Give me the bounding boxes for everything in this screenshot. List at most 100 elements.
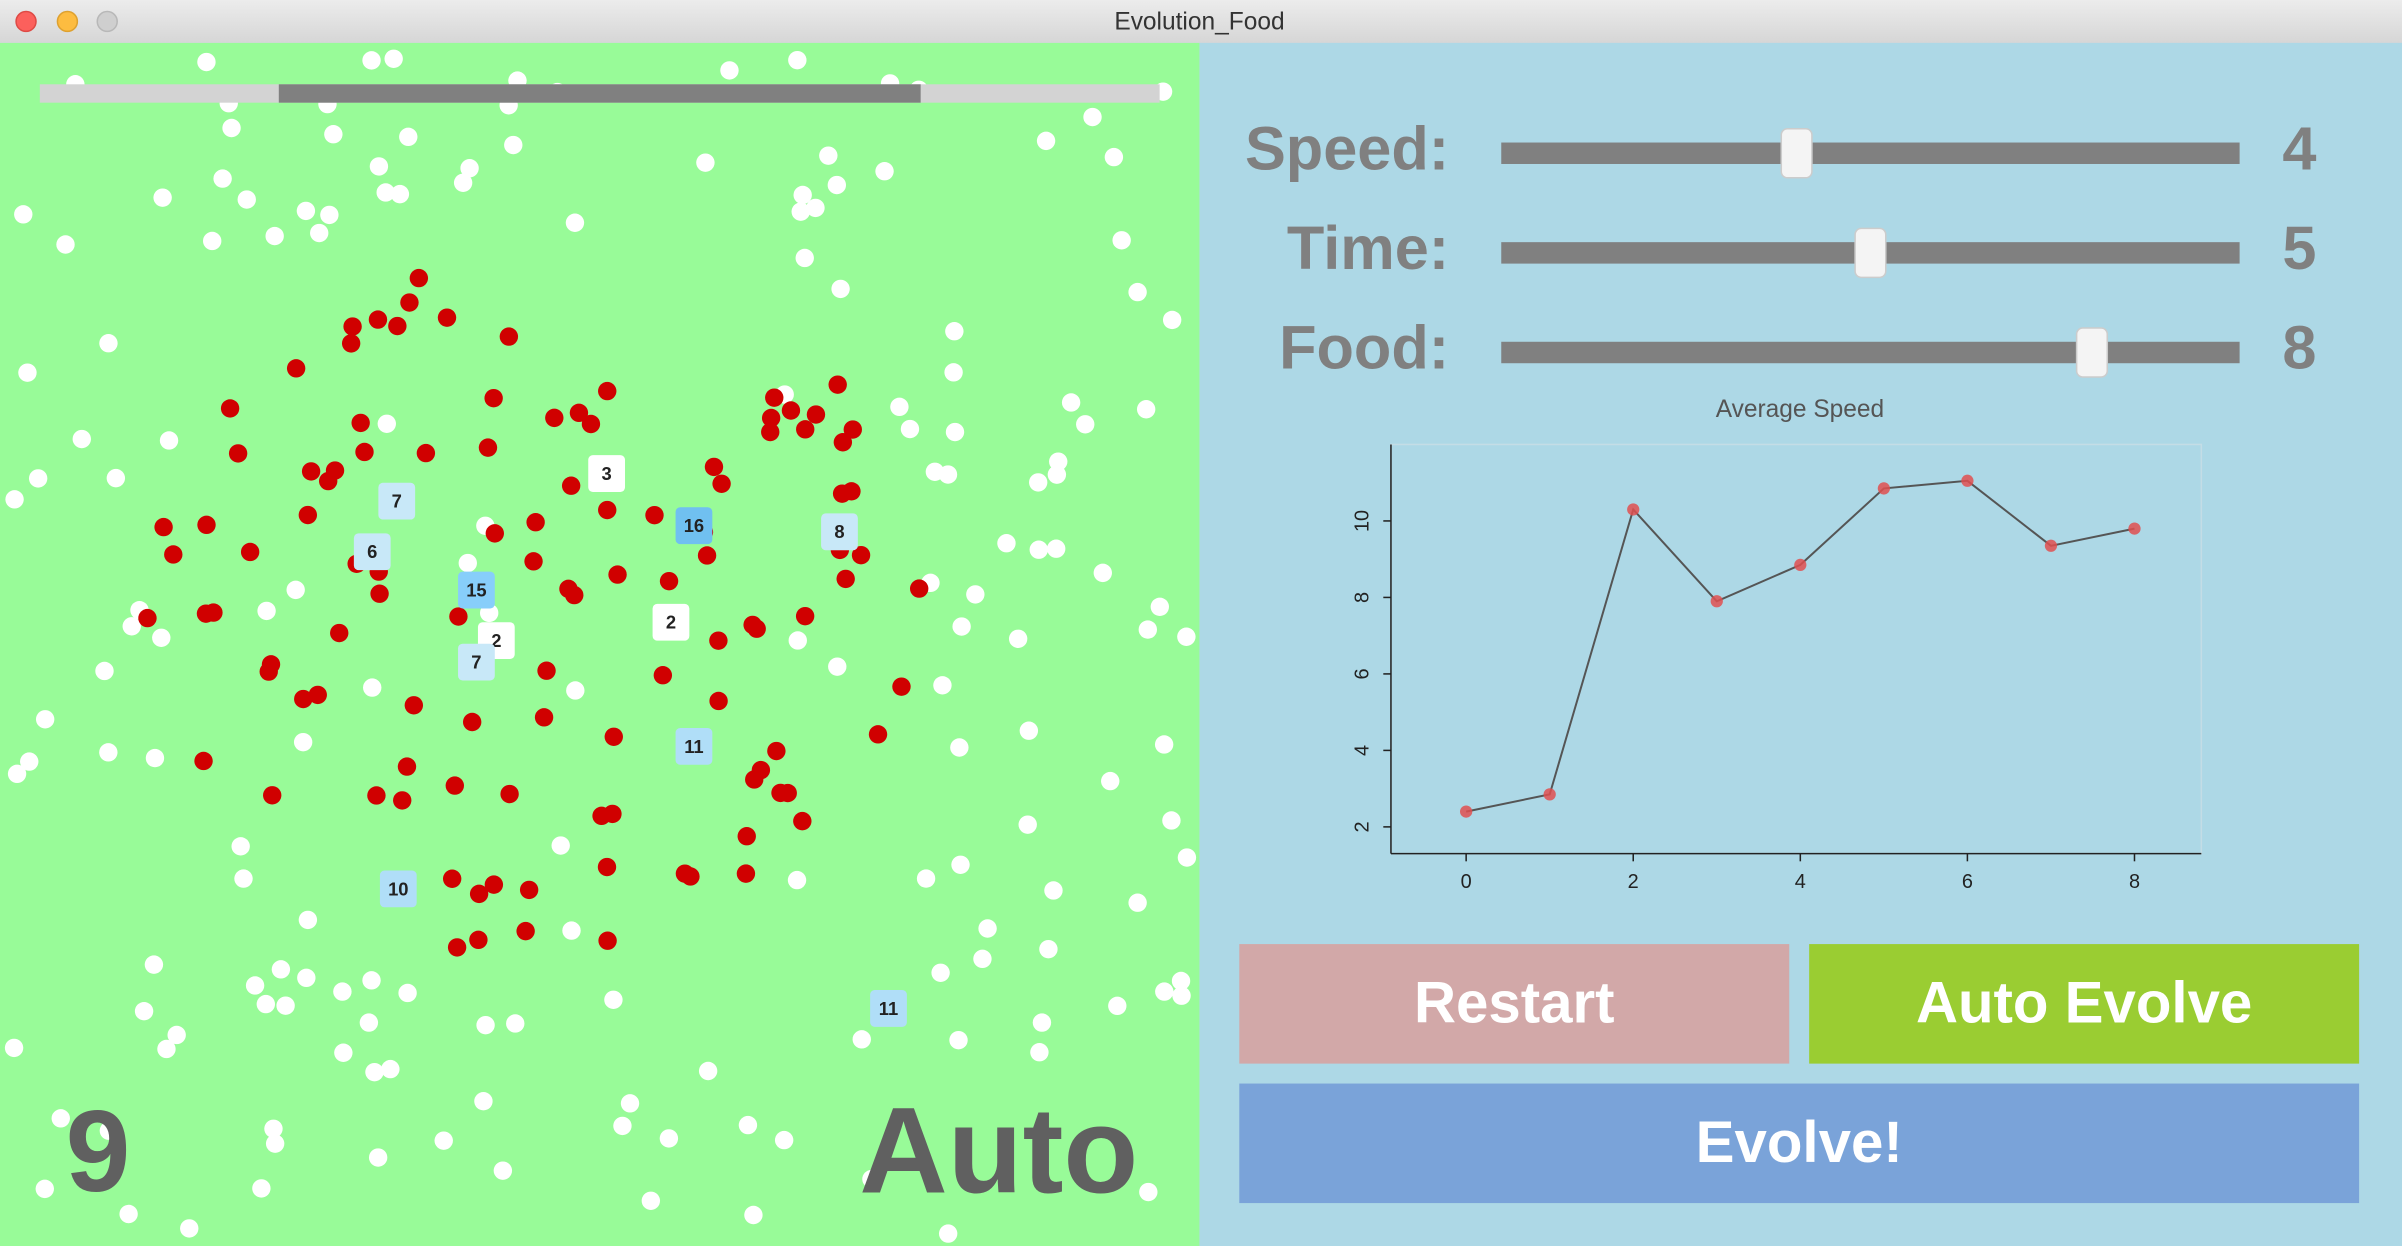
- food-dot: [384, 49, 403, 68]
- food-dot: [791, 202, 810, 221]
- food-dot: [265, 226, 284, 246]
- eaten-creature: [524, 552, 543, 571]
- eaten-creature: [806, 405, 826, 424]
- eaten-creature: [833, 433, 853, 452]
- eaten-creature: [500, 784, 519, 804]
- food-dot: [1047, 465, 1067, 484]
- food-dot: [562, 921, 581, 940]
- eaten-creature: [393, 791, 412, 810]
- food-dot: [1177, 848, 1197, 867]
- eaten-creature: [442, 869, 462, 888]
- food-dot: [363, 678, 382, 697]
- food-dot: [1061, 393, 1081, 412]
- y-tick-label: 10: [1352, 510, 1374, 532]
- button[interactable]: [1239, 1083, 2360, 1204]
- slider-thumb[interactable]: [1854, 227, 1887, 279]
- food-dot: [738, 1115, 758, 1135]
- eaten-creature: [569, 403, 589, 423]
- food-dot: [604, 990, 623, 1010]
- creature: [675, 507, 713, 545]
- food-dot: [14, 205, 33, 224]
- close-button[interactable]: [15, 10, 37, 33]
- food-dot: [35, 710, 55, 729]
- food-dot: [245, 976, 265, 995]
- food-dot: [819, 146, 838, 165]
- food-dot: [157, 1039, 176, 1059]
- eaten-creature: [598, 500, 617, 520]
- slider-track[interactable]: [1501, 142, 2240, 164]
- creature-speed: 2: [666, 612, 676, 633]
- data-point: [1460, 805, 1473, 818]
- button-label[interactable]: Evolve!: [1696, 1110, 1903, 1175]
- data-point: [1961, 474, 1974, 487]
- slider-label: Time:: [1287, 214, 1449, 282]
- data-point: [1877, 482, 1890, 495]
- food-dot: [297, 968, 316, 988]
- minimize-button[interactable]: [56, 10, 79, 33]
- food-dot: [271, 960, 291, 979]
- eaten-creature: [355, 442, 374, 462]
- food-dot: [398, 983, 417, 1003]
- eaten-creature: [767, 741, 786, 761]
- creature-speed: 15: [466, 579, 486, 600]
- eaten-creature: [828, 375, 847, 394]
- creature-speed: 3: [602, 463, 612, 484]
- eaten-creature: [697, 546, 717, 565]
- food-dot: [720, 61, 739, 80]
- creature-speed: 11: [684, 736, 703, 757]
- food-dot: [333, 982, 352, 1001]
- eaten-creature: [653, 666, 673, 685]
- creature: [675, 727, 713, 765]
- eaten-creature: [681, 867, 700, 886]
- food-dot: [945, 422, 965, 442]
- food-dot: [153, 188, 172, 207]
- food-dot: [5, 490, 24, 509]
- eaten-creature: [604, 727, 623, 746]
- eaten-creature: [447, 938, 467, 957]
- button[interactable]: [1809, 944, 2360, 1064]
- food-dot: [787, 870, 807, 890]
- food-dot: [167, 1025, 186, 1045]
- zoom-button[interactable]: [96, 10, 118, 33]
- eaten-creature: [138, 608, 157, 628]
- food-dot: [144, 955, 164, 974]
- button[interactable]: [1239, 944, 1790, 1064]
- food-dot: [806, 198, 825, 218]
- window-title: Evolution_Food: [1114, 8, 1284, 35]
- food-dot: [613, 1116, 632, 1136]
- eaten-creature: [598, 931, 617, 950]
- x-tick-label: 4: [1795, 871, 1806, 893]
- slider-label: Food:: [1279, 314, 1449, 382]
- slider-track[interactable]: [1501, 341, 2240, 364]
- food-dot: [1039, 939, 1058, 959]
- slider-thumb[interactable]: [1780, 127, 1813, 179]
- food-dot: [1155, 982, 1174, 1001]
- x-tick-label: 8: [2129, 871, 2140, 893]
- creature-speed: 6: [367, 541, 377, 562]
- food-dot: [744, 1205, 763, 1225]
- food-dot: [1171, 971, 1191, 991]
- food-dot: [1172, 986, 1191, 1005]
- y-tick-label: 4: [1352, 745, 1374, 756]
- button-label[interactable]: Restart: [1414, 970, 1615, 1035]
- eaten-creature: [286, 359, 306, 378]
- button-label[interactable]: Auto Evolve: [1916, 970, 2252, 1035]
- eaten-creature: [462, 712, 482, 732]
- food-dot: [257, 601, 276, 621]
- slider-value: 8: [2282, 314, 2316, 382]
- eaten-creature: [154, 517, 173, 537]
- food-dot: [159, 431, 179, 450]
- food-dot: [1136, 400, 1156, 419]
- progress-fill: [278, 84, 921, 103]
- food-dot: [973, 949, 992, 969]
- creature-speed: 8: [834, 521, 844, 542]
- data-point: [1710, 595, 1723, 608]
- eaten-creature: [343, 317, 362, 336]
- food-dot: [1162, 310, 1182, 330]
- slider-thumb[interactable]: [2075, 327, 2109, 378]
- food-dot: [1083, 107, 1102, 127]
- food-dot: [28, 469, 48, 488]
- eaten-creature: [645, 505, 664, 525]
- creature: [353, 533, 391, 571]
- food-dot: [4, 1038, 24, 1058]
